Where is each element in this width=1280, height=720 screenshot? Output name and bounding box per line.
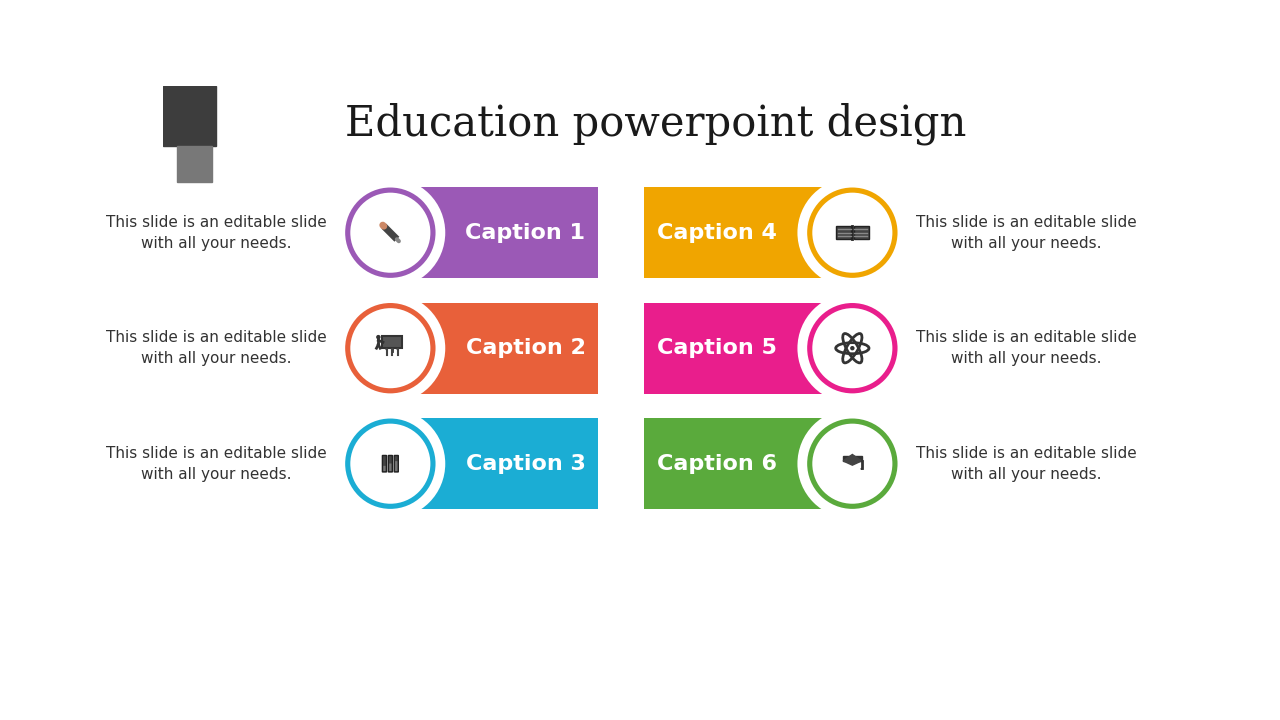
FancyBboxPatch shape	[854, 226, 869, 239]
Text: This slide is an editable slide
with all your needs.: This slide is an editable slide with all…	[106, 215, 326, 251]
Circle shape	[813, 193, 892, 273]
Text: This slide is an editable slide
with all your needs.: This slide is an editable slide with all…	[916, 330, 1137, 366]
Circle shape	[803, 414, 902, 514]
FancyBboxPatch shape	[396, 461, 397, 471]
Bar	[644, 418, 852, 509]
Circle shape	[351, 308, 430, 388]
Bar	[644, 303, 852, 394]
FancyBboxPatch shape	[383, 456, 387, 472]
Circle shape	[340, 414, 440, 514]
Text: Caption 1: Caption 1	[466, 222, 585, 243]
Text: Education powerpoint design: Education powerpoint design	[346, 102, 966, 145]
Circle shape	[376, 335, 380, 339]
Text: Caption 4: Caption 4	[657, 222, 777, 243]
FancyBboxPatch shape	[388, 456, 393, 472]
FancyBboxPatch shape	[394, 456, 398, 472]
Text: Caption 2: Caption 2	[466, 338, 585, 358]
Circle shape	[803, 298, 902, 398]
FancyBboxPatch shape	[381, 336, 402, 348]
Circle shape	[340, 183, 440, 283]
Text: This slide is an editable slide
with all your needs.: This slide is an editable slide with all…	[106, 446, 326, 482]
Polygon shape	[844, 454, 861, 465]
Bar	[390, 303, 598, 394]
Circle shape	[340, 298, 440, 398]
Circle shape	[813, 308, 892, 388]
FancyBboxPatch shape	[383, 466, 385, 471]
Circle shape	[813, 423, 892, 504]
FancyBboxPatch shape	[836, 226, 851, 239]
Circle shape	[385, 348, 388, 351]
Bar	[177, 146, 212, 182]
Text: This slide is an editable slide
with all your needs.: This slide is an editable slide with all…	[916, 215, 1137, 251]
Circle shape	[390, 348, 393, 351]
Text: Caption 5: Caption 5	[657, 338, 777, 358]
Text: This slide is an editable slide
with all your needs.: This slide is an editable slide with all…	[916, 446, 1137, 482]
Bar	[164, 86, 215, 146]
Bar	[390, 187, 598, 278]
Bar	[644, 187, 852, 278]
Bar	[390, 418, 598, 509]
Circle shape	[397, 348, 399, 351]
Text: This slide is an editable slide
with all your needs.: This slide is an editable slide with all…	[106, 330, 326, 366]
Circle shape	[860, 468, 863, 470]
Circle shape	[351, 423, 430, 504]
Circle shape	[803, 183, 902, 283]
Text: Caption 3: Caption 3	[466, 454, 585, 474]
Polygon shape	[844, 456, 861, 461]
Circle shape	[850, 346, 855, 351]
FancyBboxPatch shape	[389, 464, 392, 471]
Text: Caption 6: Caption 6	[657, 454, 777, 474]
Circle shape	[351, 193, 430, 273]
